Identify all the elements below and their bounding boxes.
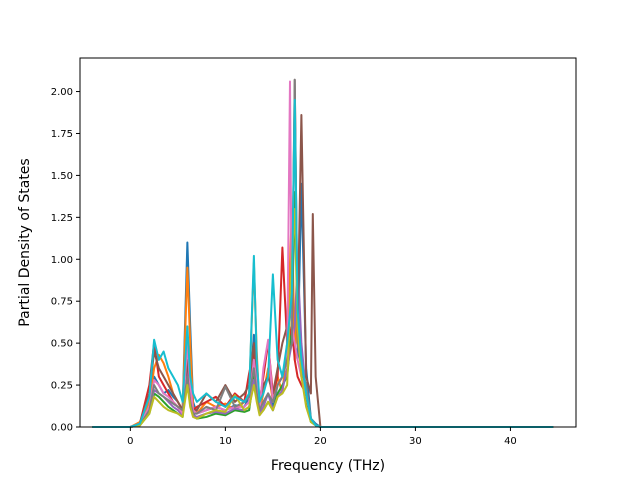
x-axis-label: Frequency (THz) [271,458,385,474]
y-tick-label: 0.75 [51,297,73,308]
y-tick-label: 0.50 [51,339,73,350]
series-line-6 [92,78,554,428]
x-tick-label: 30 [409,436,422,447]
x-tick-label: 0 [127,436,133,447]
y-tick-label: 0.25 [51,381,73,392]
y-tick-label: 0.00 [51,423,73,434]
y-tick-label: 1.25 [51,213,73,224]
x-axis-ticks: 0 10 20 30 40 [127,427,517,447]
y-axis-label: Partial Density of States [17,158,33,326]
x-tick-label: 10 [219,436,232,447]
y-tick-label: 2.00 [51,87,73,98]
y-tick-label: 1.50 [51,171,73,182]
y-axis-ticks: 0.00 0.25 0.50 0.75 1.00 1.25 1.50 1.75 2.00 [51,87,80,434]
series-line-7 [92,80,554,428]
series-line-5 [92,258,554,428]
series-line-3 [92,191,554,428]
plot-frame [79,57,577,428]
y-tick-label: 1.75 [51,129,73,140]
x-tick-label: 20 [314,436,327,447]
series-layer [92,78,554,428]
series-line-10 [92,98,554,428]
y-tick-label: 1.00 [51,255,73,266]
x-tick-label: 40 [504,436,517,447]
